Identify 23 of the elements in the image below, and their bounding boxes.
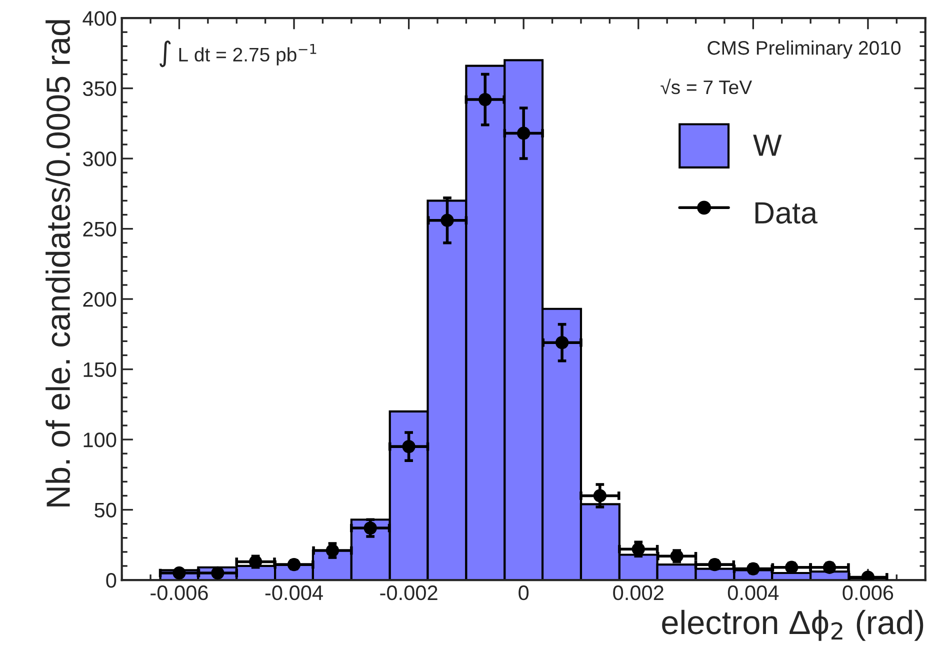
annotation: ∫ L dt = 2.75 pb$^{−1}$	[160, 40, 316, 68]
y-tick-label: 150	[84, 362, 116, 378]
x-axis-title: electron Δϕ$_{2}$ (rad)	[662, 610, 924, 641]
x-tick-label: -0.004	[265, 585, 323, 600]
x-tick-label: 0.002	[613, 585, 664, 600]
y-tick-label: 350	[83, 81, 116, 96]
y-tick-label: 100	[84, 432, 116, 448]
annotation: √s = 7 TeV	[660, 78, 752, 94]
legend-label: Data	[755, 202, 818, 224]
annotation: CMS Preliminary 2010	[708, 40, 900, 59]
y-tick-label: 400	[82, 11, 116, 26]
y-tick-label: 0	[106, 573, 116, 588]
y-axis-title: Nb. of ele. candidates/0.0005 rad	[46, 20, 70, 506]
y-tick-label: 200	[83, 292, 116, 307]
x-tick-label: 0.006	[842, 585, 894, 600]
y-tick-label: 300	[83, 152, 116, 166]
x-tick-label: -0.002	[380, 585, 438, 600]
x-tick-label: 0.004	[728, 585, 779, 600]
y-tick-label: 50	[94, 502, 116, 518]
x-tick-label: -0.006	[150, 585, 208, 600]
legend-label: W	[753, 134, 782, 156]
y-tick-label: 250	[83, 222, 116, 237]
x-tick-label: 0	[518, 585, 529, 600]
